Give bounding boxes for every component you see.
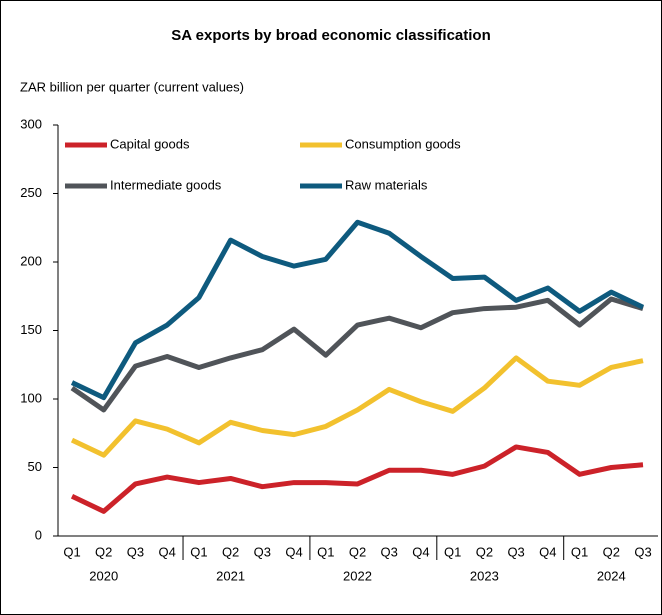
x-tick-label: Q3	[127, 544, 144, 559]
x-tick-label: Q4	[158, 544, 175, 559]
x-tick-label: Q2	[349, 544, 366, 559]
x-tick-label: Q3	[634, 544, 651, 559]
year-label: 2024	[597, 568, 626, 583]
year-label: 2022	[343, 568, 372, 583]
subtitle: ZAR billion per quarter (current values)	[20, 79, 244, 94]
x-tick-label: Q1	[63, 544, 80, 559]
series-line	[70, 296, 644, 413]
y-tick-label: 300	[20, 116, 42, 131]
legend-label: Capital goods	[110, 136, 190, 151]
x-tick-label: Q2	[603, 544, 620, 559]
series-line	[70, 444, 644, 514]
x-tick-label: Q2	[476, 544, 493, 559]
y-tick-label: 50	[28, 459, 42, 474]
x-tick-label: Q2	[222, 544, 239, 559]
y-tick-label: 200	[20, 253, 42, 268]
x-tick-label: Q4	[285, 544, 302, 559]
x-tick-label: Q1	[444, 544, 461, 559]
legend-label: Intermediate goods	[110, 177, 222, 192]
x-tick-label: Q4	[539, 544, 556, 559]
x-tick-label: Q4	[412, 544, 429, 559]
y-tick-label: 100	[20, 390, 42, 405]
x-tick-label: Q1	[190, 544, 207, 559]
series-line	[70, 219, 645, 401]
y-tick-label: 0	[35, 527, 42, 542]
x-tick-label: Q1	[571, 544, 588, 559]
x-tick-label: Q2	[95, 544, 112, 559]
y-tick-label: 250	[20, 185, 42, 200]
x-tick-label: Q3	[254, 544, 271, 559]
series-line	[70, 355, 644, 458]
y-tick-label: 150	[20, 322, 42, 337]
legend-label: Raw materials	[345, 177, 428, 192]
year-label: 2023	[470, 568, 499, 583]
year-label: 2020	[89, 568, 118, 583]
chart-title: SA exports by broad economic classificat…	[171, 27, 491, 44]
x-tick-label: Q3	[381, 544, 398, 559]
year-label: 2021	[216, 568, 245, 583]
legend-label: Consumption goods	[345, 136, 461, 151]
x-tick-label: Q3	[507, 544, 524, 559]
x-tick-label: Q1	[317, 544, 334, 559]
